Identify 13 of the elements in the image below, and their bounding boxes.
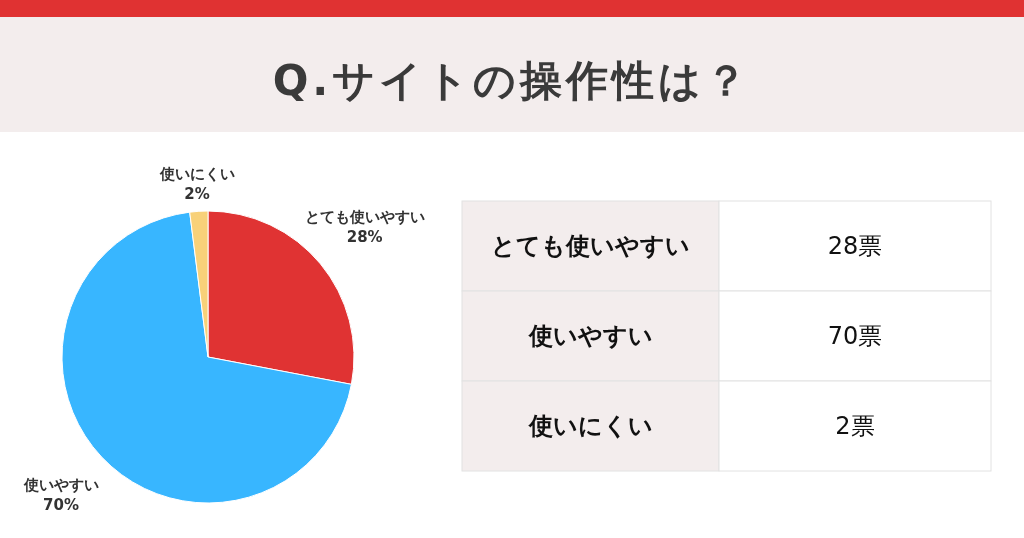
row-label: 使いやすい: [528, 322, 653, 350]
value-label: 70%: [43, 496, 79, 514]
category-label: とても使いやすい: [304, 208, 425, 227]
cell-value: 2票: [835, 412, 875, 440]
cell-value: 28票: [827, 232, 883, 260]
row-label: 使いにくい: [528, 412, 653, 440]
category-label: 使いやすい: [23, 476, 99, 494]
value-label: 28%: [346, 228, 383, 247]
title: Q.サイトの操作性は？: [272, 55, 752, 105]
cell-value: 70票: [827, 322, 883, 350]
row-label: とても使いやすい: [491, 232, 690, 260]
value-label: 2%: [184, 184, 210, 203]
category-label: 使いにくい: [159, 164, 235, 183]
